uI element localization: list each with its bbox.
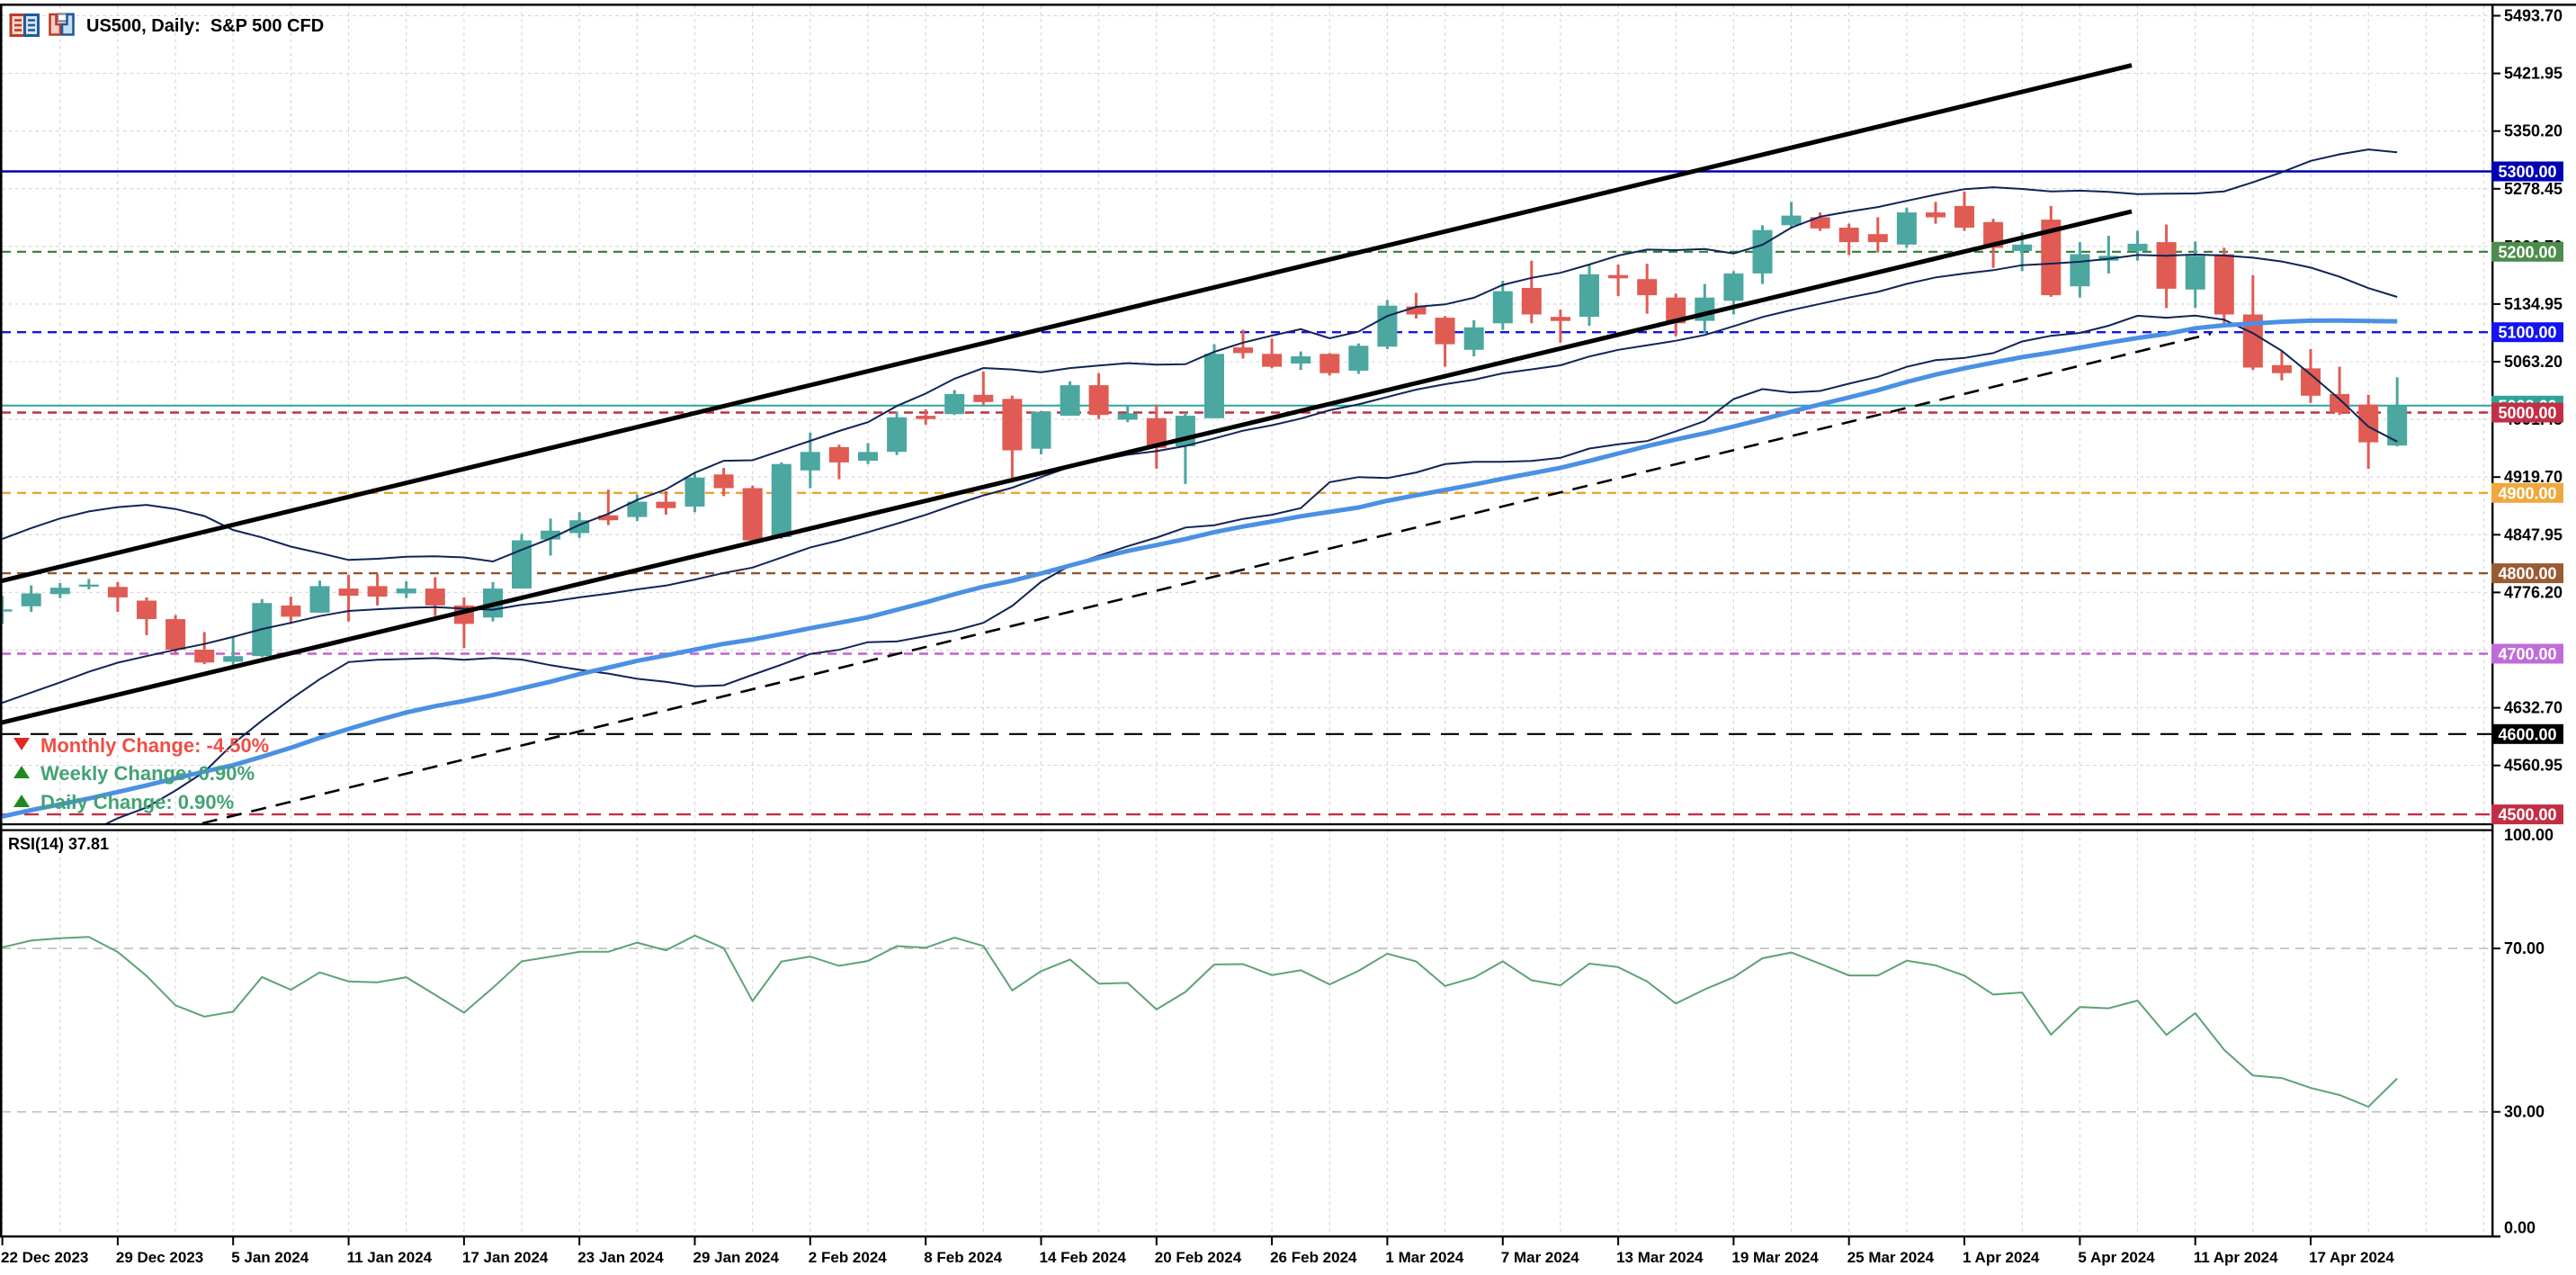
svg-text:23 Jan 2024: 23 Jan 2024 [577,1249,664,1266]
svg-text:5000.00: 5000.00 [2498,404,2556,422]
svg-text:Monthly Change: -4.50%: Monthly Change: -4.50% [40,734,269,757]
svg-text:5134.95: 5134.95 [2504,295,2563,313]
svg-text:4560.95: 4560.95 [2504,757,2563,775]
svg-text:5350.20: 5350.20 [2504,122,2563,140]
svg-text:25 Mar 2024: 25 Mar 2024 [1847,1249,1935,1266]
svg-text:30.00: 30.00 [2504,1103,2545,1121]
svg-text:4700.00: 4700.00 [2498,645,2556,663]
svg-text:5100.00: 5100.00 [2498,324,2556,342]
svg-text:4776.20: 4776.20 [2504,583,2563,601]
svg-text:4800.00: 4800.00 [2498,565,2556,583]
svg-text:100.00: 100.00 [2504,826,2554,844]
svg-text:22 Dec 2023: 22 Dec 2023 [1,1249,88,1266]
svg-text:70.00: 70.00 [2504,939,2545,957]
svg-text:14 Feb 2024: 14 Feb 2024 [1040,1249,1127,1266]
svg-text:7 Mar 2024: 7 Mar 2024 [1501,1249,1579,1266]
svg-text:8 Feb 2024: 8 Feb 2024 [924,1249,1002,1266]
svg-text:RSI(14) 37.81: RSI(14) 37.81 [8,835,109,853]
svg-text:5278.45: 5278.45 [2504,180,2563,198]
svg-text:5200.00: 5200.00 [2498,243,2556,261]
svg-text:4847.95: 4847.95 [2504,525,2563,543]
svg-text:11 Jan 2024: 11 Jan 2024 [347,1249,433,1266]
svg-text:17 Apr 2024: 17 Apr 2024 [2309,1249,2394,1266]
svg-text:26 Feb 2024: 26 Feb 2024 [1270,1249,1357,1266]
svg-text:5063.20: 5063.20 [2504,353,2563,371]
svg-text:Daily Change: 0.90%: Daily Change: 0.90% [40,791,234,813]
svg-text:29 Jan 2024: 29 Jan 2024 [693,1249,780,1266]
svg-text:2 Feb 2024: 2 Feb 2024 [809,1249,887,1266]
svg-text:Weekly Change: 0.90%: Weekly Change: 0.90% [40,762,255,785]
svg-text:29 Dec 2023: 29 Dec 2023 [116,1249,203,1266]
svg-text:1 Mar 2024: 1 Mar 2024 [1385,1249,1463,1266]
svg-text:17 Jan 2024: 17 Jan 2024 [462,1249,549,1266]
svg-text:5493.70: 5493.70 [2504,7,2563,25]
svg-text:5 Jan 2024: 5 Jan 2024 [231,1249,309,1266]
svg-text:4500.00: 4500.00 [2498,806,2556,824]
svg-text:4632.70: 4632.70 [2504,699,2563,717]
svg-text:4600.00: 4600.00 [2498,725,2556,743]
svg-text:4919.70: 4919.70 [2504,468,2563,486]
svg-text:1 Apr 2024: 1 Apr 2024 [1963,1249,2040,1266]
svg-text:4900.00: 4900.00 [2498,484,2556,502]
svg-text:19 Mar 2024: 19 Mar 2024 [1731,1249,1819,1266]
svg-text:11 Apr 2024: 11 Apr 2024 [2194,1249,2278,1266]
svg-text:US500, Daily: S&P 500 CFD: US500, Daily: S&P 500 CFD [86,16,324,36]
svg-text:5421.95: 5421.95 [2504,65,2563,83]
svg-text:5300.00: 5300.00 [2498,163,2556,181]
svg-text:13 Mar 2024: 13 Mar 2024 [1616,1249,1704,1266]
svg-text:20 Feb 2024: 20 Feb 2024 [1155,1249,1242,1266]
svg-text:0.00: 0.00 [2504,1219,2536,1237]
svg-text:5 Apr 2024: 5 Apr 2024 [2078,1249,2155,1266]
